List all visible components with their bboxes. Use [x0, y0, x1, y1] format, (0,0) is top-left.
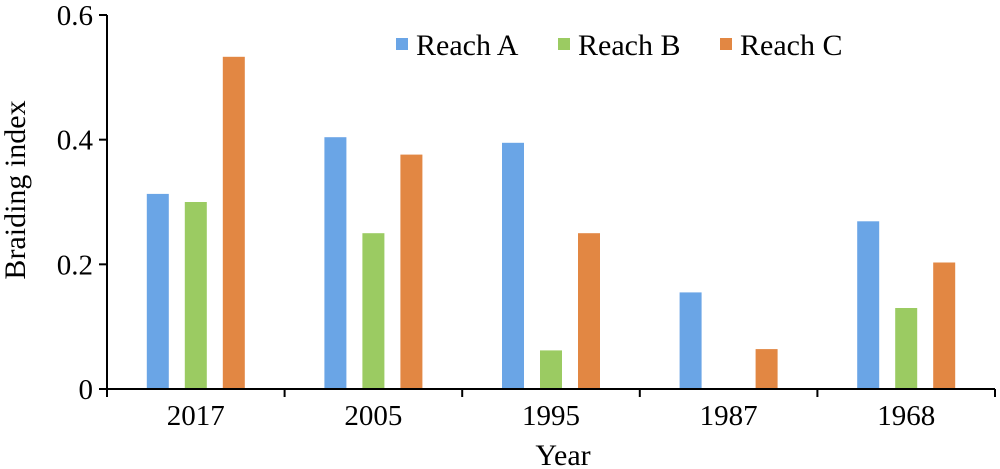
x-ticks-group: 2017 2005 1995 1987 1968 — [106, 389, 996, 432]
bar-reach-a-2005 — [324, 137, 347, 389]
x-tick-label: 1987 — [700, 400, 758, 432]
y-tick-label: 0 — [79, 374, 94, 406]
axes-group — [106, 15, 995, 390]
bar-reach-b-2005 — [362, 233, 385, 389]
x-axis-title: Year — [535, 439, 590, 469]
bar-reach-c-1987 — [755, 349, 778, 389]
legend: Reach A Reach B Reach C — [396, 29, 842, 62]
legend-label-reach-a: Reach A — [416, 29, 519, 62]
bar-reach-c-1995 — [578, 233, 600, 389]
bar-reach-c-2017 — [222, 56, 245, 390]
x-tick-label: 2017 — [167, 400, 225, 432]
bar-reach-c-1968 — [933, 262, 956, 389]
bar-reach-a-2017 — [146, 193, 169, 389]
x-tick-label: 1995 — [522, 400, 580, 432]
bar-reach-a-1968 — [857, 221, 880, 389]
bar-reach-c-2005 — [400, 154, 423, 389]
legend-swatch-reach-c — [720, 38, 732, 50]
bars-group — [146, 56, 956, 390]
y-tick-label: 0.4 — [57, 125, 94, 157]
bar-reach-a-1987 — [679, 292, 702, 389]
x-tick-label: 2005 — [344, 400, 402, 432]
bar-reach-b-1968 — [895, 308, 918, 389]
bar-reach-a-1995 — [502, 142, 524, 389]
y-tick-label: 0.2 — [57, 249, 93, 281]
legend-swatch-reach-b — [558, 38, 570, 50]
y-axis-title: Braiding index — [0, 100, 32, 279]
x-tick-label: 1968 — [877, 400, 935, 432]
legend-swatch-reach-a — [396, 38, 408, 50]
legend-label-reach-c: Reach C — [740, 29, 842, 62]
legend-label-reach-b: Reach B — [578, 29, 680, 62]
y-ticks-group: 0 0.2 0.4 0.6 — [57, 0, 107, 406]
bar-reach-b-1995 — [540, 350, 562, 389]
y-tick-label: 0.6 — [57, 0, 93, 32]
bar-reach-b-2017 — [184, 202, 207, 389]
